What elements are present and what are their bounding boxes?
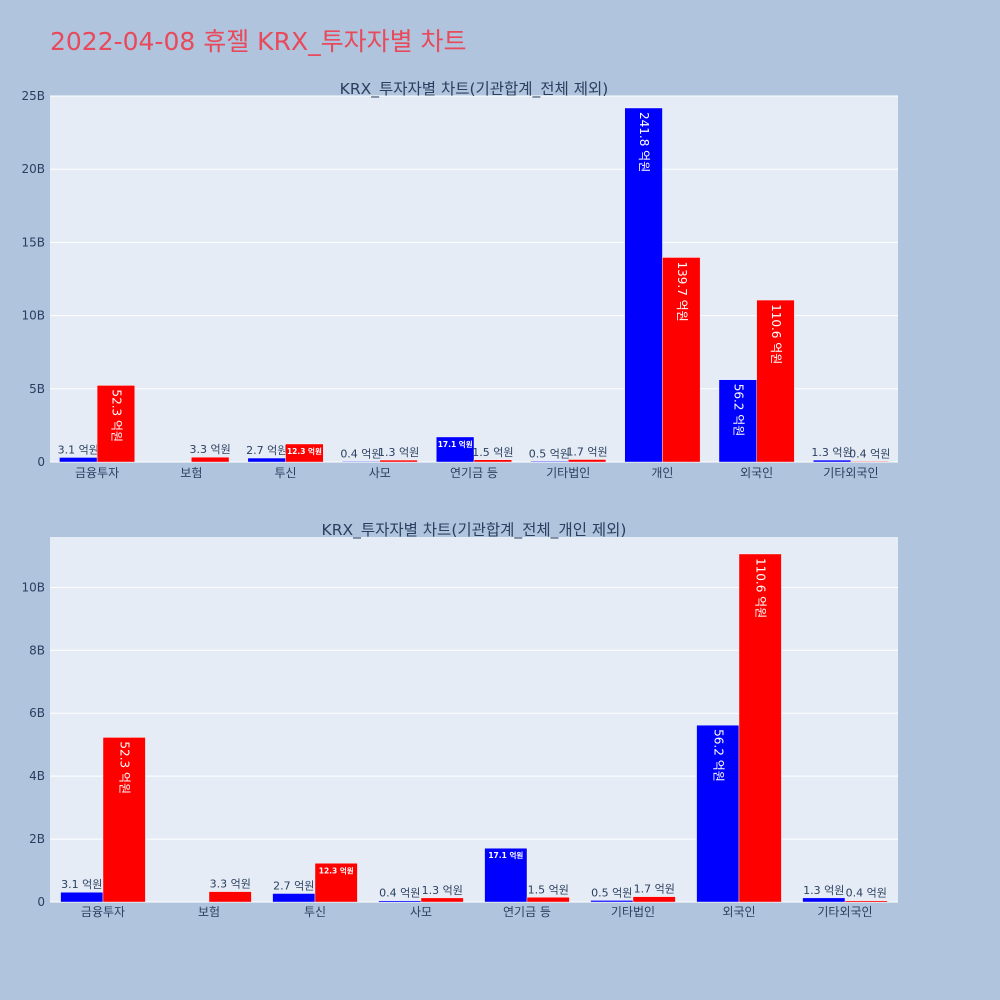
data-label: 241.8 억원 bbox=[637, 112, 651, 172]
bar-sell bbox=[473, 459, 512, 463]
bar-buy bbox=[378, 900, 422, 903]
bar-sell bbox=[314, 863, 358, 903]
bar-buy bbox=[60, 892, 104, 903]
data-label: 56.2 억원 bbox=[711, 729, 725, 782]
bar-sell bbox=[738, 553, 782, 903]
bar-sell bbox=[662, 257, 701, 463]
bar-sell bbox=[632, 896, 676, 903]
data-label: 0.4 억원 bbox=[340, 447, 381, 460]
y-tick-label: 0 bbox=[37, 455, 45, 469]
data-label: 139.7 억원 bbox=[675, 261, 689, 321]
data-label: 3.3 억원 bbox=[190, 443, 231, 456]
bar-buy bbox=[696, 724, 740, 903]
chart-top: 0 5B 10B 15B 20B 25B KRX_투자자별 차트(기관합계_전체 제외) 금융… bbox=[21, 80, 898, 480]
data-label: 3.3 억원 bbox=[210, 878, 251, 891]
data-label: 110.6 억원 bbox=[769, 304, 783, 364]
y-tick-label: 10B bbox=[21, 309, 45, 323]
x-category-label: 기타외국인 bbox=[817, 905, 872, 919]
bar-sell bbox=[102, 737, 146, 903]
y-tick-label: 15B bbox=[21, 235, 45, 249]
bar-sell bbox=[420, 897, 464, 903]
bar-buy bbox=[272, 893, 316, 903]
x-category-label: 기타외국인 bbox=[823, 466, 878, 480]
bar-sell bbox=[285, 443, 324, 463]
bar-sell bbox=[526, 897, 570, 903]
data-label: 1.3 억원 bbox=[803, 884, 844, 897]
data-label: 17.1 억원 bbox=[438, 439, 473, 449]
y-tick-label: 20B bbox=[21, 162, 45, 176]
data-label: 3.1 억원 bbox=[61, 878, 102, 891]
x-category-label: 연기금 등 bbox=[503, 905, 551, 919]
data-label: 0.4 억원 bbox=[846, 887, 887, 900]
data-label: 2.7 억원 bbox=[246, 444, 287, 457]
data-label: 0.5 억원 bbox=[529, 447, 570, 460]
x-category-label: 기타법인 bbox=[546, 466, 590, 480]
page-title: 2022-04-08 휴젤 KRX_투자자별 차트 bbox=[50, 27, 467, 56]
x-category-label: 사모 bbox=[410, 905, 432, 919]
y-tick-label: 4B bbox=[29, 769, 45, 783]
data-label: 0.4 억원 bbox=[379, 887, 420, 900]
bar-buy bbox=[802, 897, 846, 903]
data-label: 0.5 억원 bbox=[591, 886, 632, 899]
data-label: 1.5 억원 bbox=[528, 883, 569, 896]
data-label: 52.3 억원 bbox=[109, 389, 123, 442]
y-tick-label: 10B bbox=[21, 580, 45, 594]
data-label: 110.6 억원 bbox=[754, 558, 768, 618]
x-category-label: 투신 bbox=[275, 466, 297, 480]
data-label: 52.3 억원 bbox=[118, 741, 132, 794]
data-label: 1.5 억원 bbox=[472, 446, 513, 459]
bar-buy bbox=[718, 379, 757, 463]
data-label: 3.1 억원 bbox=[58, 443, 99, 456]
data-label: 12.3 억원 bbox=[287, 446, 322, 456]
x-category-label: 외국인 bbox=[740, 466, 773, 480]
data-label: 1.7 억원 bbox=[634, 883, 675, 896]
y-tick-label: 25B bbox=[21, 89, 45, 103]
x-category-label: 연기금 등 bbox=[450, 466, 498, 480]
x-category-label: 개인 bbox=[651, 466, 673, 480]
x-category-label: 보험 bbox=[198, 905, 220, 919]
x-category-label: 보험 bbox=[180, 466, 202, 480]
bar-sell bbox=[208, 891, 252, 903]
bar-sell bbox=[96, 385, 136, 463]
bar-sell bbox=[756, 299, 795, 463]
data-label: 1.3 억원 bbox=[811, 446, 852, 459]
data-label: 2.7 억원 bbox=[273, 880, 314, 893]
data-label: 17.1 억원 bbox=[488, 850, 523, 860]
data-label: 1.7 억원 bbox=[566, 446, 607, 459]
y-tick-label: 8B bbox=[29, 643, 45, 657]
x-category-label: 사모 bbox=[369, 466, 391, 480]
data-label: 1.3 억원 bbox=[378, 446, 419, 459]
bar-buy bbox=[436, 436, 475, 463]
bar-sell bbox=[191, 456, 230, 463]
bar-buy bbox=[624, 107, 663, 463]
data-label: 56.2 억원 bbox=[731, 384, 745, 437]
bar-sell bbox=[379, 459, 418, 463]
bar-sell bbox=[850, 461, 889, 463]
y-tick-label: 2B bbox=[29, 832, 45, 846]
x-category-label: 기타법인 bbox=[611, 905, 655, 919]
x-category-label: 금융투자 bbox=[75, 466, 119, 480]
x-category-label: 투신 bbox=[304, 905, 326, 919]
bar-buy bbox=[813, 459, 852, 463]
bar-buy bbox=[590, 900, 634, 903]
bar-buy bbox=[484, 847, 528, 903]
chart-subtitle: KRX_투자자별 차트(기관합계_전체_개인 제외) bbox=[322, 521, 627, 540]
data-label: 12.3 억원 bbox=[319, 865, 354, 875]
y-tick-label: 0 bbox=[37, 895, 45, 909]
data-label: 0.4 억원 bbox=[849, 447, 890, 460]
x-category-label: 금융투자 bbox=[81, 905, 125, 919]
bar-sell bbox=[568, 459, 607, 463]
bar-sell bbox=[844, 900, 888, 903]
data-label: 1.3 억원 bbox=[422, 884, 463, 897]
x-category-label: 외국인 bbox=[722, 905, 755, 919]
y-tick-label: 6B bbox=[29, 706, 45, 720]
chart-subtitle: KRX_투자자별 차트(기관합계_전체 제외) bbox=[340, 80, 609, 99]
y-tick-label: 5B bbox=[29, 382, 45, 396]
